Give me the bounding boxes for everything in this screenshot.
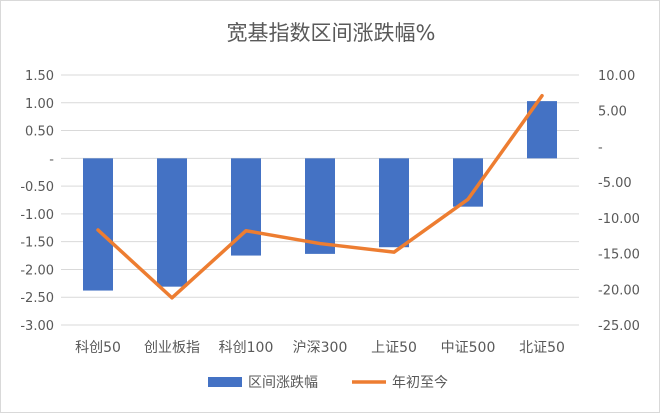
bar (379, 158, 409, 248)
line-point (244, 229, 248, 233)
left-tick-label: -1.50 (20, 236, 54, 251)
category-label: 上证50 (371, 340, 417, 356)
category-label: 沪深300 (293, 340, 348, 356)
legend-label-bar: 区间涨跌幅 (248, 375, 318, 391)
right-tick-label: 5.00 (598, 105, 627, 120)
line-point (466, 197, 470, 201)
right-tick-label: -20.00 (598, 283, 640, 298)
category-label: 创业板指 (144, 340, 200, 356)
left-tick-label: -2.50 (20, 291, 54, 306)
bar (157, 158, 187, 287)
left-tick-label: -0.50 (20, 180, 54, 195)
category-label: 北证50 (519, 340, 565, 356)
line-point (96, 228, 100, 232)
bar (305, 158, 335, 254)
right-tick-label: -15.00 (598, 248, 640, 263)
category-label: 中证500 (441, 340, 496, 356)
left-axis-ticks: 1.50 1.00 0.50 - -0.50 -1.00 -1.50 -2.00 -2.50 -3… (20, 69, 54, 334)
left-tick-label: 1.00 (25, 97, 54, 112)
line-point (170, 296, 174, 300)
category-labels: 科创50 创业板指 科创100 沪深300 上证50 中证500 北证50 (75, 340, 565, 356)
line-point (392, 250, 396, 254)
category-label: 科创100 (219, 340, 274, 356)
left-tick-label: 1.50 (25, 69, 54, 84)
left-tick-label: -3.00 (20, 319, 54, 334)
left-tick-label: - (49, 152, 54, 167)
legend-label-line: 年初至今 (392, 374, 448, 391)
line-point (318, 242, 322, 246)
left-tick-label: -1.00 (20, 208, 54, 223)
legend-swatch-bar (208, 377, 242, 387)
right-tick-label: -10.00 (598, 212, 640, 227)
right-axis-ticks: 10.00 5.00 - -5.00 -10.00 -15.00 -20.00 -25.00 (598, 69, 640, 334)
left-tick-label: 0.50 (25, 125, 54, 140)
chart-title: 宽基指数区间涨跌幅% (227, 21, 436, 45)
line-series (96, 93, 544, 300)
bar (83, 158, 113, 291)
line-point (540, 94, 544, 98)
right-tick-label: - (598, 140, 603, 155)
legend: 区间涨跌幅 年初至今 (208, 374, 448, 391)
right-tick-label: 10.00 (598, 69, 635, 84)
right-tick-label: -5.00 (598, 176, 632, 191)
right-tick-label: -25.00 (598, 319, 640, 334)
left-tick-label: -2.00 (20, 263, 54, 278)
bar-series (83, 101, 557, 291)
category-label: 科创50 (75, 340, 121, 356)
